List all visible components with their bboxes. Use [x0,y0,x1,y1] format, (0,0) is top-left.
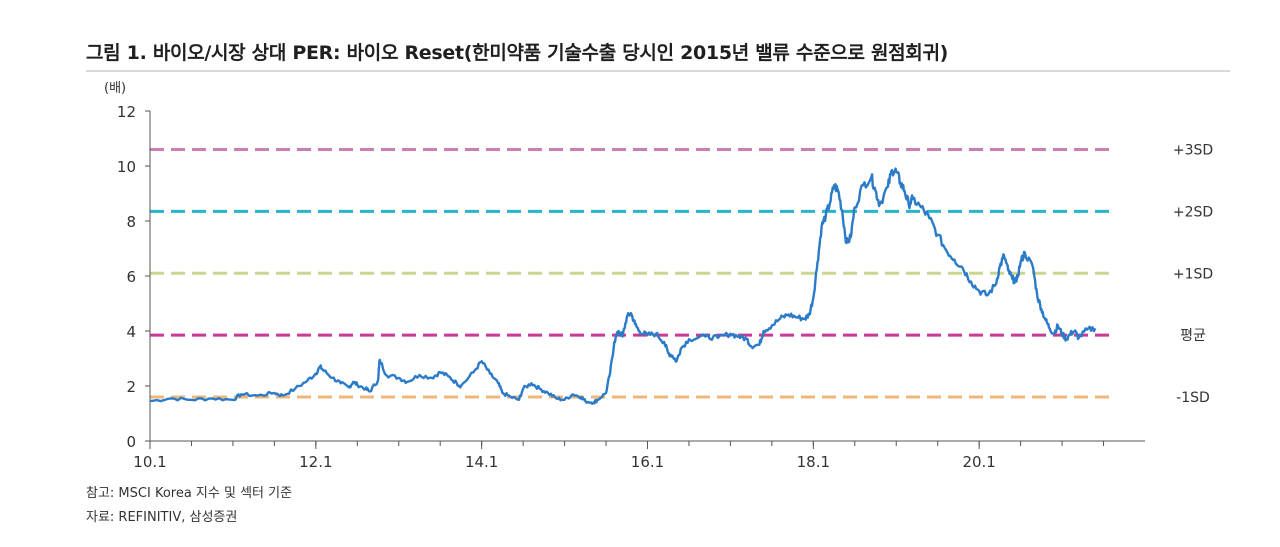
series-line-0 [149,167,1097,405]
tick-labels: 0 2 4 6 8 10 12 10.1 12.1 14.1 16.1 18.1 20.1 [117,103,1105,471]
title-divider [86,70,1230,72]
x-tick-label-2: 14.1 [465,453,498,471]
reference-label-2: +1SD [1173,266,1213,282]
footnote-reference: 참고: MSCI Korea 지수 및 섹터 기준 [86,486,293,501]
y-tick-label-6: 12 [117,103,136,121]
x-tick-label-0: 10.1 [133,453,166,471]
y-tick-label-5: 10 [117,158,136,176]
y-tick-label-0: 0 [126,433,136,451]
x-tick-label-4: 18.1 [797,453,830,471]
reference-label-4: -1SD [1176,390,1210,406]
x-tick-label-5: 20.1 [962,453,995,471]
y-tick-label-1: 2 [126,378,136,396]
x-tick-label-1: 12.1 [299,453,332,471]
chart-title: 그림 1. 바이오/시장 상대 PER: 바이오 Reset(한미약품 기술수출… [86,42,949,64]
relative-per-line-chart: (배) +3SD +2SD +1SD 평균 -1SD 0 2 4 6 8 10 12 10.1 12.1… [104,81,1213,471]
footnotes: 참고: MSCI Korea 지수 및 섹터 기준 자료: REFINITIV,… [86,482,292,530]
y-tick-label-3: 6 [126,268,136,286]
reference-label-0: +3SD [1173,143,1213,159]
y-tick-label-4: 8 [126,213,136,231]
footnote-source: 자료: REFINITIV, 삼성증권 [86,510,238,525]
x-tick-label-3: 16.1 [631,453,664,471]
reference-lines: +3SD +2SD +1SD 평균 -1SD [150,143,1213,406]
axes [149,111,1145,442]
series-group [149,167,1097,405]
reference-label-3: 평균 [1180,328,1206,344]
reference-label-1: +2SD [1173,204,1213,220]
y-axis-unit-label: (배) [104,81,126,96]
y-tick-label-2: 4 [126,323,136,341]
